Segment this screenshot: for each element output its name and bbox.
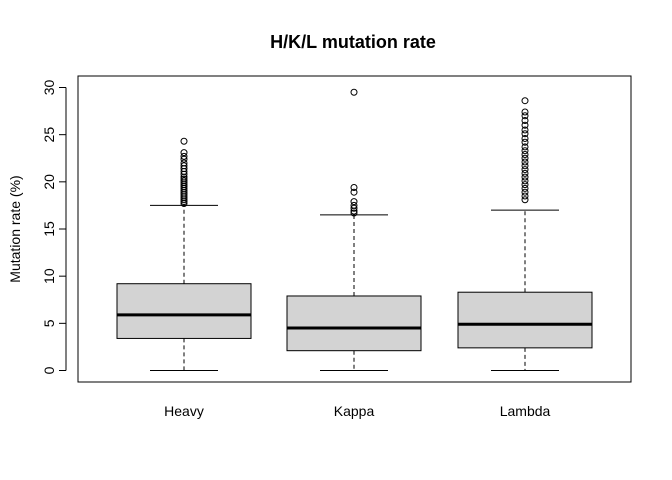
outlier-point xyxy=(521,169,529,177)
outlier-point xyxy=(521,166,529,174)
outlier-point xyxy=(350,88,358,96)
y-tick-label: 10 xyxy=(41,268,57,284)
y-tick-label: 0 xyxy=(41,366,57,374)
outlier-point xyxy=(521,188,529,196)
y-axis-label: Mutation rate (%) xyxy=(7,175,23,282)
y-axis: 0 5 10 15 20 25 30 xyxy=(41,80,67,374)
x-tick-label: Kappa xyxy=(334,403,375,419)
box-heavy xyxy=(116,137,252,371)
y-tick-label: 20 xyxy=(41,174,57,190)
outlier-point xyxy=(521,192,529,200)
outlier-point xyxy=(350,183,358,191)
y-tick-label: 25 xyxy=(41,127,57,143)
outlier-point xyxy=(350,209,358,217)
chart-title: H/K/L mutation rate xyxy=(270,32,436,52)
outlier-point xyxy=(521,97,529,105)
outlier-point xyxy=(521,173,529,181)
outlier-point xyxy=(521,138,529,146)
outlier-point xyxy=(350,201,358,209)
outlier-point xyxy=(521,158,529,166)
outlier-point xyxy=(521,147,529,155)
outlier-point xyxy=(521,134,529,142)
x-tick-label: Lambda xyxy=(500,403,551,419)
outlier-point xyxy=(180,162,188,170)
outlier-point xyxy=(521,196,529,204)
box-lambda xyxy=(457,97,593,371)
outlier-point xyxy=(521,121,529,129)
iqr-box xyxy=(286,295,422,352)
outlier-point xyxy=(180,177,188,185)
x-tick-label: Heavy xyxy=(164,403,204,419)
outlier-point xyxy=(521,154,529,162)
outlier-point xyxy=(180,175,188,183)
outlier-point xyxy=(180,155,188,163)
iqr-box xyxy=(457,291,593,349)
outlier-point xyxy=(521,162,529,170)
boxes-group xyxy=(116,88,593,371)
outlier-point xyxy=(350,198,358,206)
outlier-point xyxy=(521,126,529,134)
x-axis: Heavy Kappa Lambda xyxy=(164,403,550,419)
outlier-point xyxy=(521,150,529,158)
outlier-point xyxy=(521,112,529,120)
y-tick-label: 15 xyxy=(41,221,57,237)
outlier-point xyxy=(521,177,529,185)
outlier-point xyxy=(521,130,529,138)
iqr-box xyxy=(116,283,252,339)
outlier-point xyxy=(521,181,529,189)
outlier-point xyxy=(521,143,529,151)
outlier-point xyxy=(350,188,358,196)
outlier-point xyxy=(521,117,529,125)
outlier-point xyxy=(180,149,188,157)
outlier-point xyxy=(521,108,529,116)
plot-frame xyxy=(77,75,632,383)
outlier-point xyxy=(180,152,188,160)
box-kappa xyxy=(286,88,422,371)
y-tick-label: 30 xyxy=(41,80,57,96)
outlier-point xyxy=(180,137,188,145)
outlier-point xyxy=(350,204,358,212)
y-tick-label: 5 xyxy=(41,319,57,327)
outlier-point xyxy=(521,184,529,192)
outlier-point xyxy=(180,159,188,167)
